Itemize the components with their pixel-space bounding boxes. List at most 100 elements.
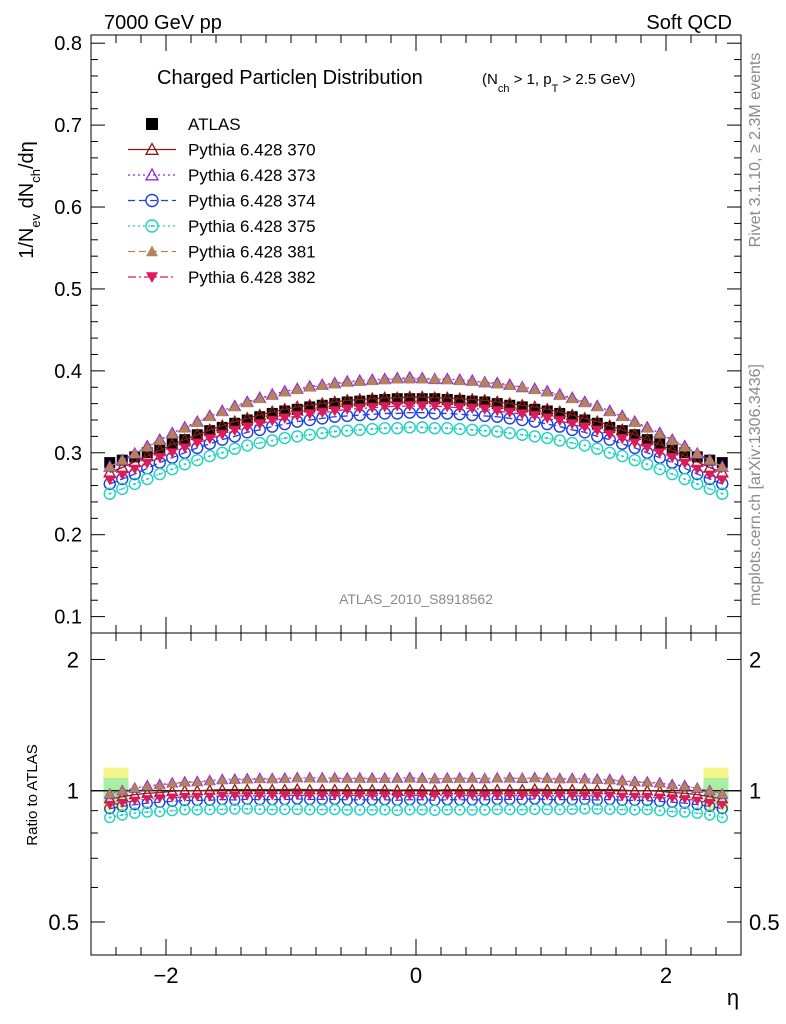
series-6 [104, 401, 728, 486]
data-point [679, 459, 691, 469]
data-point [378, 391, 392, 403]
data-point [590, 414, 604, 427]
data-point [579, 422, 591, 433]
data-point [229, 401, 241, 412]
data-point-ring [453, 422, 466, 436]
ratio-point-dot [208, 808, 211, 811]
data-point [591, 401, 603, 412]
ratio-point [666, 805, 678, 818]
ratio-point [129, 796, 140, 806]
data-point [504, 399, 516, 411]
data-point [566, 411, 578, 423]
mcplots-label: mcplots.cern.ch [arXiv:1306.3436] [747, 364, 764, 606]
ratio-point-dot [333, 808, 336, 811]
data-point [541, 413, 553, 424]
legend-item: Pythia 6.428 373 [128, 166, 316, 185]
ratio-point-dot [671, 810, 674, 813]
data-point [154, 453, 166, 464]
data-point [516, 409, 528, 420]
ratio-point-ring [191, 804, 203, 816]
data-point [641, 443, 653, 454]
ratio-point-dot [221, 808, 224, 811]
ratio-point [142, 795, 153, 805]
ratio-point-ring [116, 809, 128, 821]
series-1 [103, 390, 729, 478]
data-point [403, 390, 417, 403]
data-point [278, 402, 292, 415]
ratio-point-dot [421, 808, 424, 811]
data-point [416, 401, 428, 412]
data-point [366, 403, 378, 414]
ratio-point-ring [679, 806, 691, 818]
data-point-ring [466, 423, 479, 437]
ratio-point-dot [433, 809, 436, 812]
legend-item: Pythia 6.428 382 [128, 268, 316, 287]
ratio-point [529, 803, 541, 816]
main-marks [103, 370, 729, 500]
ratio-point [579, 774, 590, 784]
ratio-point-dot [646, 808, 649, 811]
data-point [654, 448, 666, 459]
data-point-ring [128, 477, 141, 491]
data-point [266, 416, 278, 427]
ratio-point-ring [429, 804, 441, 817]
data-point [554, 407, 566, 419]
data-point [678, 472, 691, 486]
data-point [316, 399, 328, 411]
ratio-point [217, 775, 228, 785]
ratio-point [329, 803, 341, 816]
data-point [529, 411, 541, 422]
data-point-dot [508, 432, 511, 435]
data-point-ring [278, 431, 291, 445]
data-point-dot [196, 459, 199, 462]
ratio-point [192, 792, 203, 802]
legend-label: Pythia 6.428 375 [188, 217, 316, 236]
main-panel: 0.1 0.2 0.3 0.4 0.5 0.6 0.7 0.8 Charged Particl… [16, 33, 742, 634]
data-point [553, 434, 566, 447]
data-point [204, 425, 216, 437]
ratio-point [692, 783, 703, 793]
data-point-ring [391, 422, 404, 435]
data-point-dot [246, 444, 249, 447]
ratio-point-ring [129, 807, 141, 819]
data-point-dot [571, 441, 574, 445]
main-ytick-label: 0.1 [54, 607, 82, 629]
data-point-dot [646, 463, 649, 466]
data-point [291, 430, 304, 443]
ratio-point-dot [446, 808, 449, 811]
data-point [553, 404, 567, 417]
data-point-ring [191, 453, 204, 467]
data-point [454, 403, 466, 414]
ratio-point [341, 804, 353, 816]
ratio-point [204, 803, 216, 816]
ratio-point-ring [454, 804, 466, 816]
ratio-point [354, 791, 365, 801]
ratio-point [154, 780, 165, 790]
ratio-point [367, 773, 378, 783]
data-point-dot [596, 447, 599, 450]
ratio-series-4 [104, 803, 728, 824]
ratio-point [604, 791, 615, 801]
ratio-series-5 [104, 773, 728, 799]
legend-item: Pythia 6.428 375 [128, 217, 316, 236]
ratio-point [554, 774, 565, 784]
legend-marker-dot [150, 224, 154, 228]
data-point [141, 472, 154, 486]
ratio-point [466, 804, 478, 816]
data-point-dot [621, 454, 624, 458]
ratio-point [266, 803, 278, 816]
ratio-ticks [90, 633, 742, 955]
data-point-dot [433, 427, 436, 430]
data-point [629, 438, 641, 449]
data-point [141, 459, 153, 469]
data-point [603, 418, 617, 431]
series-line [109, 376, 723, 468]
data-point [254, 419, 266, 430]
ratio-point-dot [183, 808, 186, 811]
data-point [691, 448, 703, 458]
data-point [454, 375, 466, 386]
ratio-point [317, 773, 328, 783]
data-point [453, 391, 467, 404]
data-point-ring [266, 434, 279, 447]
ratio-point-dot [496, 808, 499, 811]
